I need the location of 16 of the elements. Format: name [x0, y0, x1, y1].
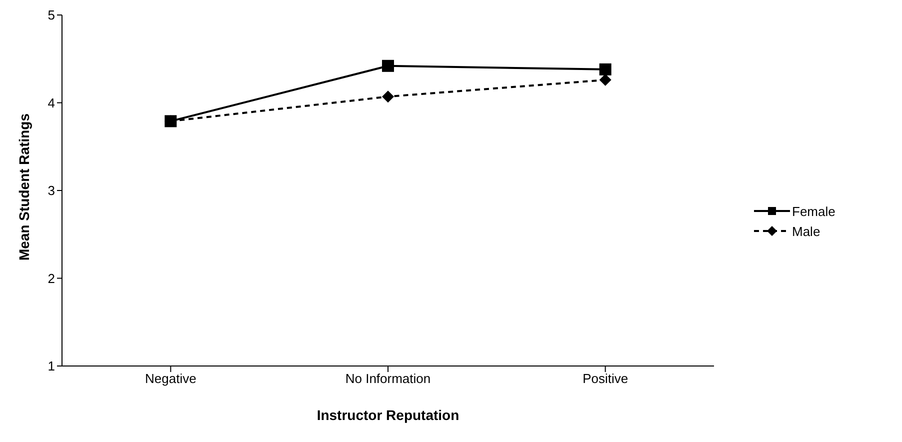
y-tick-label: 5: [48, 8, 55, 23]
point: [599, 74, 612, 86]
point: [382, 90, 394, 103]
y-tick-label: 3: [48, 183, 55, 198]
point: [599, 63, 612, 76]
x-tick-label: Negative: [145, 371, 196, 386]
y-tick-label: 1: [48, 358, 55, 374]
x-tick-label: Positive: [582, 371, 628, 386]
y-axis-title: Mean Student Ratings: [16, 113, 32, 260]
y-tick-label: 4: [48, 95, 55, 110]
legend-label: Female: [792, 204, 836, 218]
x-tick-label: No Information: [345, 371, 431, 386]
point: [382, 60, 394, 72]
y-tick-label: 2: [48, 270, 55, 286]
legend-label: Male: [792, 224, 820, 238]
x-axis-title: Instructor Reputation: [316, 407, 460, 423]
